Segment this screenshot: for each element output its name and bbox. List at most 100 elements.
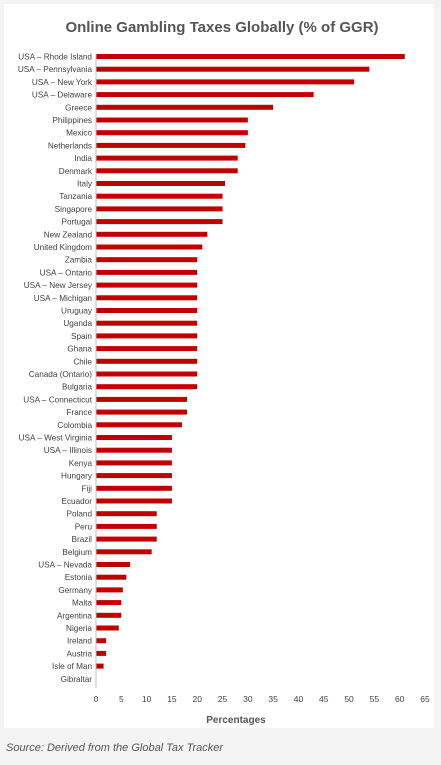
bars <box>96 54 405 682</box>
bar-chart: Online Gambling Taxes Globally (% of GGR… <box>18 19 430 726</box>
category-label: Ghana <box>67 345 92 354</box>
category-label: USA – Nevada <box>38 561 92 570</box>
x-tick-label: 30 <box>243 694 253 704</box>
category-label: Zambia <box>65 256 93 265</box>
category-label: Chile <box>73 357 92 366</box>
bar <box>96 92 314 98</box>
bar <box>96 650 107 656</box>
category-label: USA – New York <box>32 78 93 87</box>
category-label: Denmark <box>59 167 93 176</box>
category-label: India <box>74 154 92 163</box>
category-label: Argentina <box>57 611 92 620</box>
category-label: Tanzania <box>59 192 92 201</box>
category-label: Hungary <box>61 472 93 481</box>
category-label: USA – Ontario <box>40 268 93 277</box>
category-label: Singapore <box>55 205 93 214</box>
bar <box>96 130 248 136</box>
x-tick-label: 55 <box>370 694 380 704</box>
bar <box>96 511 157 517</box>
bar <box>96 333 198 339</box>
category-label: USA – Rhode Island <box>18 53 92 62</box>
category-label: USA – Connecticut <box>23 395 92 404</box>
category-label: USA – Pennsylvania <box>18 65 93 74</box>
bar <box>96 66 370 72</box>
bar <box>96 536 157 542</box>
bar <box>96 663 104 669</box>
bar <box>96 473 172 479</box>
category-label: Ecuador <box>62 497 93 506</box>
category-label: Nigeria <box>66 624 92 633</box>
bar <box>96 79 355 85</box>
bar <box>96 574 127 580</box>
bar <box>96 142 246 148</box>
category-label: Ireland <box>67 637 92 646</box>
bar <box>96 282 198 288</box>
bar <box>96 396 188 402</box>
category-label: New Zealand <box>44 230 93 239</box>
bar <box>96 219 223 225</box>
bar <box>96 549 152 555</box>
bar <box>96 562 131 567</box>
bar <box>96 54 405 59</box>
bar <box>96 168 238 174</box>
category-labels: USA – Rhode Island USA – Pennsylvania USA … <box>18 53 93 684</box>
category-label: Belgium <box>62 548 92 557</box>
bar <box>96 600 122 606</box>
bar <box>96 523 157 529</box>
category-label: Austria <box>67 649 93 658</box>
bar <box>96 320 198 326</box>
bar <box>96 498 172 504</box>
x-tick-label: 20 <box>192 694 202 704</box>
bar <box>96 308 198 313</box>
category-label: Kenya <box>69 459 93 468</box>
x-tick-label: 10 <box>142 694 152 704</box>
bar <box>96 244 203 250</box>
bar <box>96 117 248 123</box>
x-tick-label: 0 <box>94 694 99 704</box>
category-label: Germany <box>58 586 93 595</box>
category-label: Gibraltar <box>61 675 93 684</box>
bar <box>96 447 172 453</box>
bar <box>96 181 226 186</box>
category-label: France <box>67 408 93 417</box>
x-tick-label: 15 <box>167 694 177 704</box>
category-label: USA – Illinois <box>44 446 92 455</box>
bar <box>96 371 198 377</box>
x-tick-labels: 0 5 10 15 20 25 30 35 40 45 50 55 60 65 <box>94 694 430 704</box>
bar <box>96 358 198 364</box>
category-label: Italy <box>77 180 93 189</box>
chart-title: Online Gambling Taxes Globally (% of GGR… <box>65 19 378 36</box>
category-label: Fiji <box>82 484 93 493</box>
category-label: USA – West Virginia <box>19 434 93 443</box>
category-label: United Kingdom <box>34 243 92 252</box>
category-label: Poland <box>67 510 93 519</box>
category-label: Brazil <box>72 535 93 544</box>
bar <box>96 612 122 618</box>
bar <box>96 257 198 263</box>
category-label: Uruguay <box>61 307 93 316</box>
bar <box>96 587 123 593</box>
bar <box>96 409 188 415</box>
bar <box>96 155 238 161</box>
bar <box>96 625 119 631</box>
source-note: Source: Derived from the Global Tax Trac… <box>6 742 224 754</box>
category-label: Philippines <box>52 116 92 125</box>
category-label: Estonia <box>65 573 93 582</box>
chart-card: Online Gambling Taxes Globally (% of GGR… <box>4 4 434 728</box>
category-label: Canada (Ontario) <box>29 370 93 379</box>
category-label: Spain <box>71 332 92 341</box>
bar <box>96 346 198 352</box>
category-label: Peru <box>75 522 93 531</box>
category-label: Malta <box>72 599 92 608</box>
bar <box>96 295 198 301</box>
x-tick-label: 65 <box>420 694 430 704</box>
category-label: Colombia <box>57 421 92 430</box>
bar <box>96 231 208 237</box>
category-label: USA – Michigan <box>34 294 93 303</box>
category-label: Bulgaria <box>62 383 92 392</box>
x-tick-label: 35 <box>268 694 278 704</box>
category-label: Portugal <box>62 218 93 227</box>
category-label: Netherlands <box>48 141 92 150</box>
bar <box>96 422 183 428</box>
x-tick-label: 50 <box>344 694 354 704</box>
